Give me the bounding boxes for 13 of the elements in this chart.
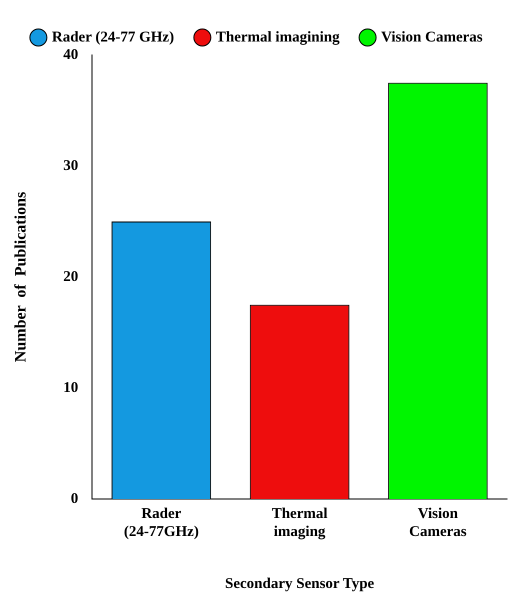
y-tick-label: 0 <box>70 490 78 507</box>
y-tick-label: 30 <box>63 158 78 174</box>
legend-label: Vision Cameras <box>381 29 483 46</box>
x-tick-label: Rader (24-77GHz) <box>124 506 199 540</box>
y-tick-label: 10 <box>63 380 78 396</box>
y-axis-title: Number of Publications <box>12 192 30 362</box>
legend-label: Rader (24-77 GHz) <box>52 29 174 46</box>
x-tick-label: Vision Cameras <box>409 506 467 540</box>
x-tick-label: Thermal imaging <box>272 506 328 540</box>
x-axis-title: Secondary Sensor Type <box>225 576 375 592</box>
legend-label: Thermal imagining <box>216 29 340 46</box>
y-tick-label: 40 <box>63 46 78 63</box>
y-tick-label: 20 <box>63 268 78 285</box>
